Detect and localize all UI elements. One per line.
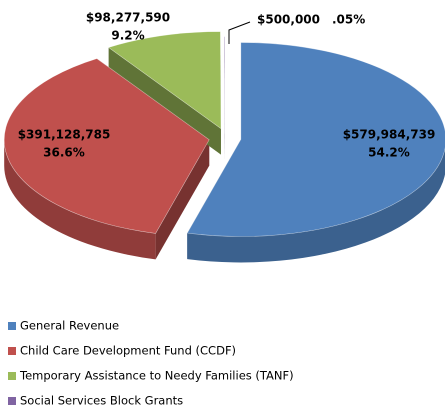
slice-value-label: $579,984,739: [343, 128, 436, 142]
legend-label: Temporary Assistance to Needy Families (…: [19, 369, 294, 383]
slice-percent-label: 36.6%: [43, 146, 85, 160]
slice-value-label: $500,000: [257, 13, 320, 27]
slice-value-label: $98,277,590: [86, 11, 170, 25]
slice-value-label: $391,128,785: [18, 128, 111, 142]
slice: [186, 42, 445, 237]
slice-side: [4, 139, 156, 260]
legend-label: Child Care Development Fund (CCDF): [20, 344, 236, 358]
slice: [224, 36, 226, 134]
slice-side: [187, 147, 445, 263]
slice-edge: [155, 139, 210, 260]
slice-percent-label: 9.2%: [111, 29, 144, 43]
slice-percent-label: .05%: [332, 13, 365, 27]
slice: [3, 58, 210, 234]
legend-label: General Revenue: [20, 319, 119, 333]
legend-label: Social Services Block Grants: [20, 394, 183, 408]
legend-swatch: [8, 322, 16, 330]
legend-swatch: [8, 372, 16, 380]
leader-line: [228, 21, 251, 44]
slice-percent-label: 54.2%: [368, 146, 410, 160]
slice: [107, 31, 222, 130]
legend-swatch: [8, 397, 16, 405]
legend-swatch: [8, 347, 16, 355]
